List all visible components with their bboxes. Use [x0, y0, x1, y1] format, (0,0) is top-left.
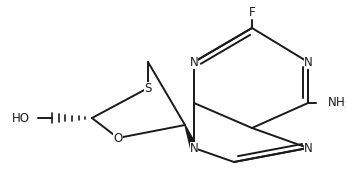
Text: N: N [304, 55, 312, 68]
Text: HO: HO [12, 111, 30, 124]
Polygon shape [185, 125, 197, 149]
Text: F: F [249, 5, 255, 19]
Text: NH$_2$: NH$_2$ [327, 95, 346, 111]
Text: N: N [190, 55, 198, 68]
Text: O: O [113, 131, 122, 145]
Text: N: N [190, 142, 198, 155]
Text: N: N [304, 142, 312, 155]
Text: S: S [144, 82, 152, 95]
